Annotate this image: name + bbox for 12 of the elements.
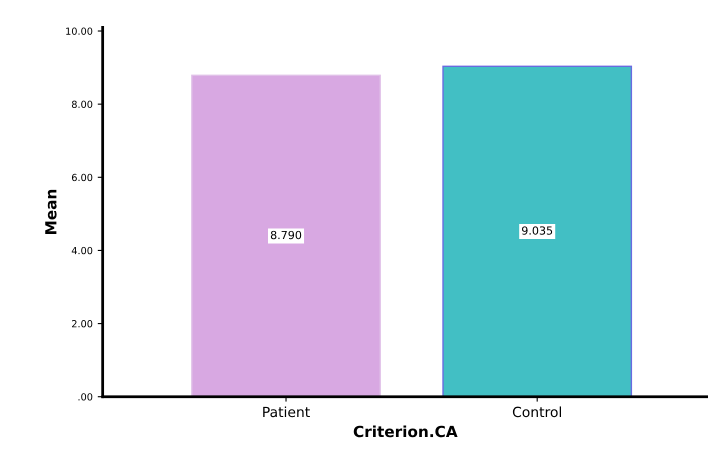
data-label: 9.035: [522, 226, 552, 235]
y-tick-label: 4.00: [72, 246, 92, 254]
y-axis-title: Mean: [45, 190, 57, 234]
y-tick-label: 10.00: [66, 27, 92, 35]
x-tick-label: Control: [512, 406, 561, 418]
y-tick-label: 6.00: [72, 174, 92, 182]
y-tick-label: .00: [78, 393, 92, 401]
data-label: 8.790: [270, 230, 302, 240]
y-tick-label: 2.00: [72, 320, 92, 328]
x-tick-label: Patient: [263, 406, 310, 418]
x-axis-title: Criterion.CA: [354, 425, 458, 438]
y-tick-label: 8.00: [72, 100, 92, 108]
